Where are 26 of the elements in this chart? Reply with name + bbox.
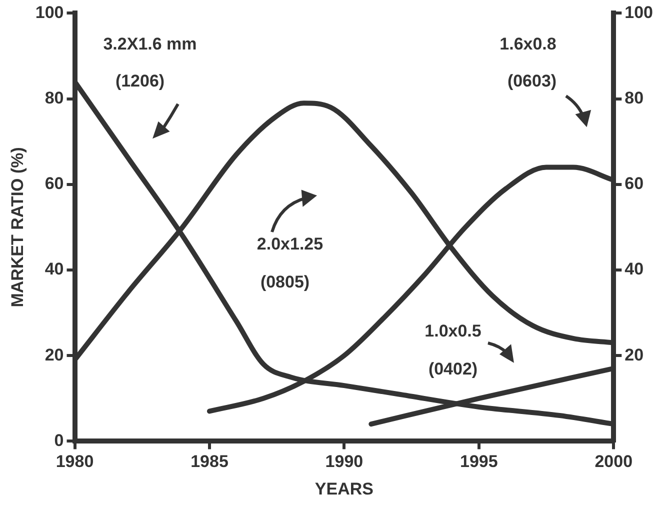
y-tick-label: 0 bbox=[54, 430, 64, 450]
y2-tick-label: 40 bbox=[624, 260, 644, 279]
annotation: 2.0x1.25 bbox=[256, 234, 324, 254]
y-tick-label: 100 bbox=[35, 2, 64, 22]
x-tick-label: 1980 bbox=[56, 452, 94, 472]
annotation: 1.0x0.5 bbox=[424, 322, 482, 341]
annotation: (1206) bbox=[115, 72, 165, 91]
y-tick-label: 20 bbox=[44, 345, 64, 364]
y2-tick-label: 60 bbox=[624, 174, 644, 194]
annotation: (0805) bbox=[260, 272, 310, 292]
x-axis-title: YEARS bbox=[314, 479, 374, 498]
y2-tick-label: 20 bbox=[624, 345, 644, 364]
y-tick-label: 80 bbox=[44, 88, 64, 108]
y-axis-title: MARKET RATIO (%) bbox=[8, 147, 27, 308]
x-tick-label: 2000 bbox=[594, 452, 633, 472]
annotation: (0603) bbox=[507, 72, 557, 91]
x-tick-label: 1985 bbox=[190, 452, 228, 472]
y-tick-label: 40 bbox=[44, 260, 64, 279]
annotation: 1.6x0.8 bbox=[500, 34, 556, 54]
x-tick-label: 1990 bbox=[325, 452, 364, 472]
annotation: (0402) bbox=[428, 360, 478, 379]
x-tick-label: 1995 bbox=[460, 452, 498, 472]
y-tick-label: 60 bbox=[44, 174, 64, 194]
annotation: 3.2X1.6 mm bbox=[103, 34, 197, 54]
y2-tick-label: 80 bbox=[624, 88, 644, 108]
y2-tick-label: 100 bbox=[624, 2, 654, 22]
